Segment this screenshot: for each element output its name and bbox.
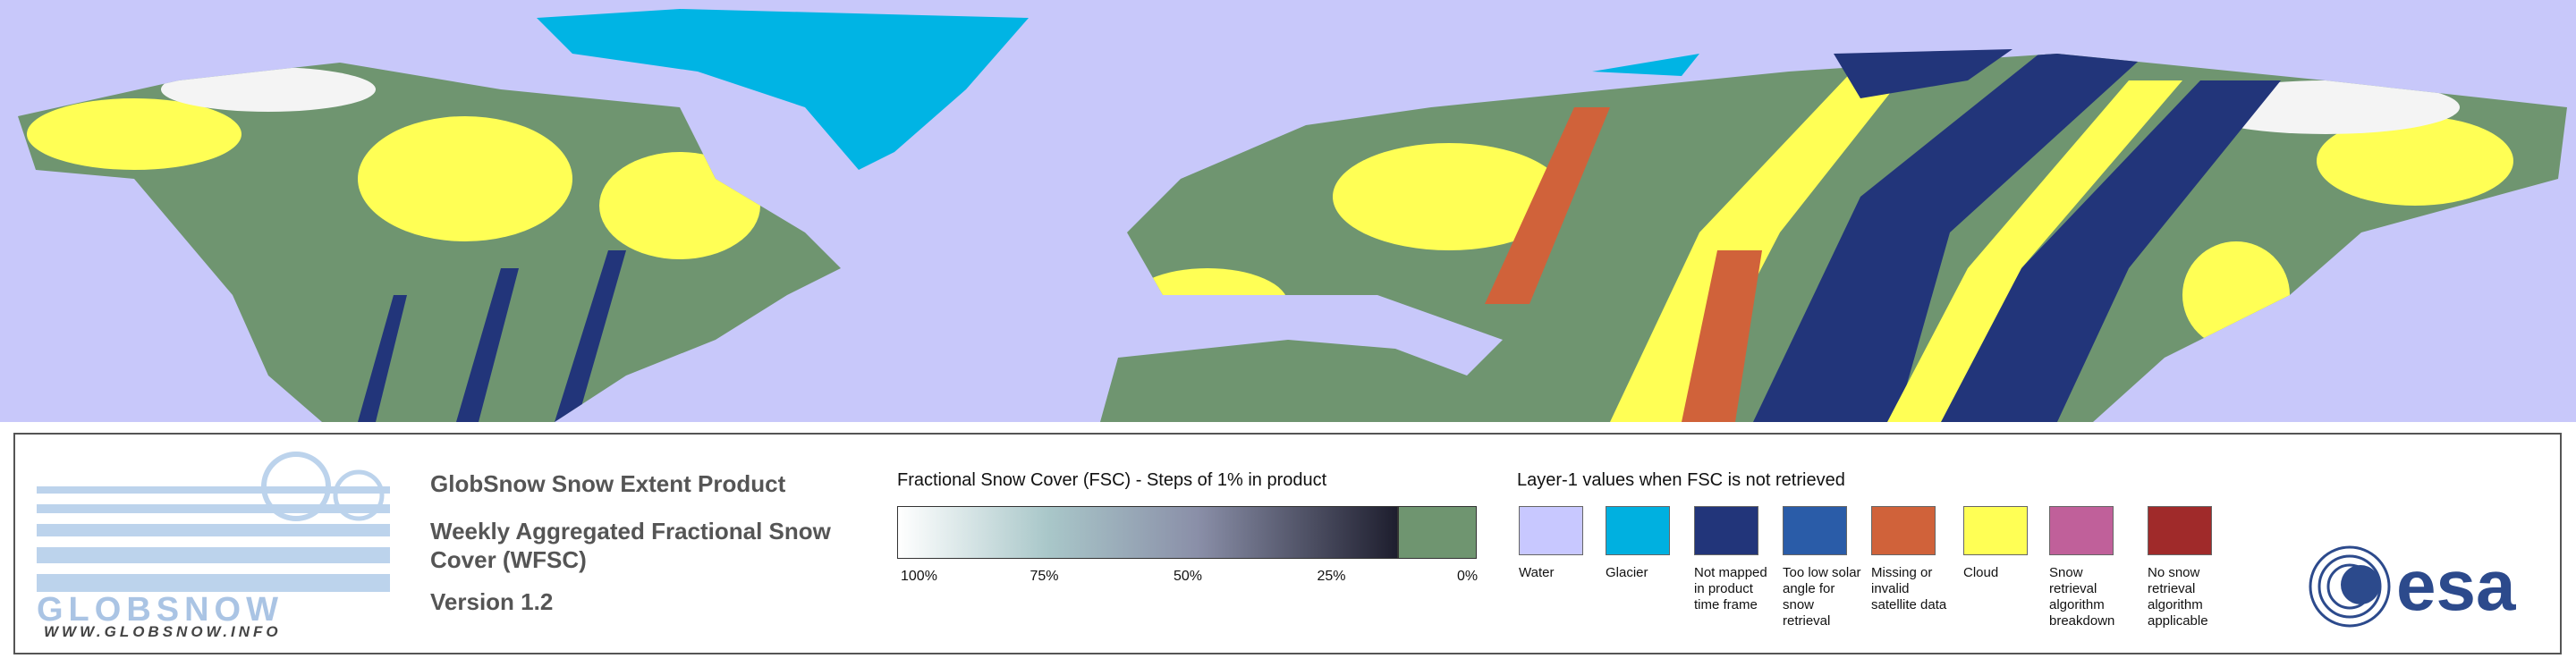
snowflake — [261, 452, 331, 521]
legend-swatch — [1963, 506, 2028, 555]
unmapped-band — [358, 295, 407, 422]
logo-name: GLOBSNOW — [37, 591, 284, 629]
legend-label: Snow retrieval algorithm breakdown — [2049, 565, 2115, 629]
logo-url: WWW.GLOBSNOW.INFO — [44, 623, 282, 638]
unmapped-band — [1753, 54, 2147, 422]
logo-stripe — [37, 486, 390, 494]
product-version: Version 1.2 — [430, 588, 554, 615]
missing-band — [1485, 107, 1610, 304]
legend-label: Cloud — [1963, 565, 1999, 580]
product-title: GlobSnow Snow Extent Product — [430, 470, 786, 497]
snowflake — [333, 469, 385, 521]
legend-swatch — [1871, 506, 1936, 555]
legend-label: No snow retrieval algorithm applicable — [2148, 565, 2208, 629]
esa-wordmark: esa — [2396, 545, 2516, 625]
fsc-gradient — [897, 506, 1398, 559]
legend-label: Water — [1519, 565, 1555, 580]
esa-logo: esa — [2309, 545, 2516, 628]
legend-swatch — [1783, 506, 1847, 555]
product-subtitle: Weekly Aggregated Fractional Snow Cover … — [430, 518, 831, 573]
fsc-tick-label: 50% — [1173, 569, 1203, 584]
unmapped-band — [1932, 80, 2281, 422]
cloud-patch — [358, 116, 572, 241]
legend-swatch — [1694, 506, 1758, 555]
legend-swatch — [1606, 506, 1670, 555]
snow-map — [0, 0, 2576, 422]
fsc-tick-label: 0% — [1457, 569, 1479, 584]
arctic-island — [1592, 54, 1699, 76]
legend-swatch — [1519, 506, 1583, 555]
cloud-patch — [27, 98, 242, 170]
fsc-legend-title: Fractional Snow Cover (FSC) - Steps of 1… — [897, 470, 1327, 490]
cloud-band — [1887, 80, 2182, 422]
logo-stripe — [37, 524, 390, 536]
legend-swatch — [2148, 506, 2212, 555]
logo-stripe — [37, 574, 390, 592]
legend-label: Glacier — [1606, 565, 1648, 580]
unmapped-band — [456, 268, 519, 422]
legend-swatch — [2049, 506, 2114, 555]
greenland-glacier — [537, 9, 1029, 170]
fsc-tick-label: 75% — [1030, 569, 1059, 584]
esa-emblem-center — [2341, 565, 2380, 604]
cloud-patch — [2317, 116, 2513, 206]
fsc-zero-swatch — [1398, 506, 1477, 559]
missing-band — [1682, 250, 1762, 422]
logo-stripe — [37, 547, 390, 563]
legend-label: Missing or invalid satellite data — [1871, 565, 1947, 612]
fsc-tick-label: 100% — [901, 569, 937, 584]
legend-label: Too low solar angle for snow retrieval — [1783, 565, 1861, 629]
logo-stripe — [37, 504, 390, 513]
cloud-band — [1610, 63, 1914, 422]
snow-patch — [161, 67, 376, 112]
fsc-tick-label: 25% — [1317, 569, 1346, 584]
legend-label: Not mapped in product time frame — [1694, 565, 1767, 612]
unmapped-band — [555, 250, 626, 422]
cloud-patch — [1333, 143, 1565, 250]
arctic-island — [1834, 49, 2012, 98]
globsnow-logo: GLOBSNOW WWW.GLOBSNOW.INFO — [37, 452, 390, 638]
layer-legend-title: Layer-1 values when FSC is not retrieved — [1517, 470, 1845, 490]
legend-panel: GLOBSNOW WWW.GLOBSNOW.INFO GlobSnow Snow… — [13, 433, 2562, 654]
